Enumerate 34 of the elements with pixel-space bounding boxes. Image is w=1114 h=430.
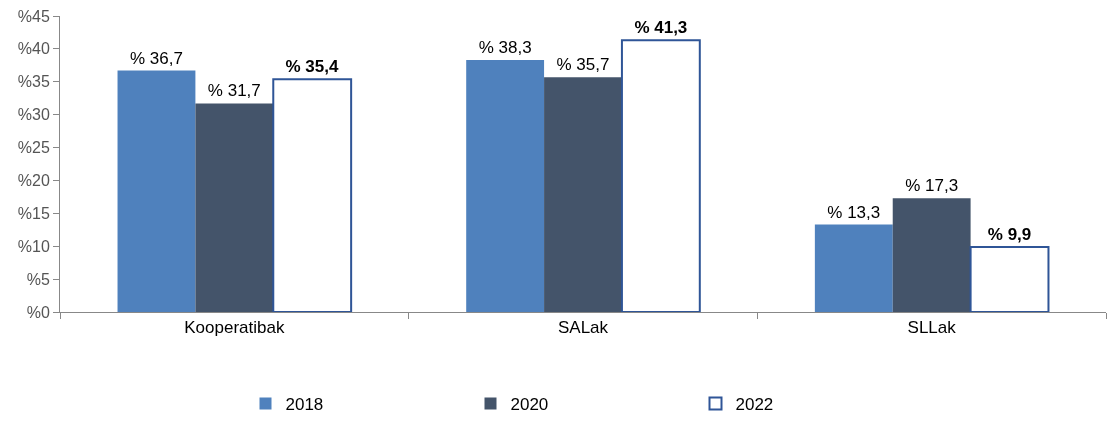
y-tick-label: %10 [17,237,50,255]
y-tick-label: %0 [26,303,50,321]
data-label: % 35,7 [556,55,610,75]
bar [272,78,353,312]
data-label: % 38,3 [478,38,532,58]
y-tick-label: %5 [26,270,50,288]
y-tick-label: %45 [17,7,50,25]
x-tick-label: SALak [557,318,609,338]
bar [117,70,196,312]
legend-label: 2020 [510,395,549,415]
y-tick-label: %40 [17,40,50,58]
data-label: % 13,3 [827,202,881,222]
bar [544,77,622,312]
data-label: % 35,4 [285,57,339,77]
bar [814,224,893,312]
y-tick-label: %25 [17,139,50,157]
bar [195,103,274,312]
data-label: % 31,7 [207,81,261,101]
y-tick-label: %35 [17,73,50,91]
legend-label: 2018 [285,395,324,415]
data-label: % 41,3 [634,18,688,38]
y-tick-label: %20 [17,172,50,190]
bar [466,60,545,312]
x-tick-label: SLLak [907,318,957,338]
data-label: % 36,7 [130,48,183,68]
bar [892,198,971,312]
bar [620,39,701,312]
y-tick-label: %15 [17,204,50,222]
data-label: % 9,9 [987,224,1032,244]
data-label: % 17,3 [905,176,959,196]
y-tick-label: %30 [17,106,50,124]
bar [969,245,1050,312]
legend-label: 2022 [735,395,774,415]
x-tick-label: Kooperatibak [184,318,285,338]
